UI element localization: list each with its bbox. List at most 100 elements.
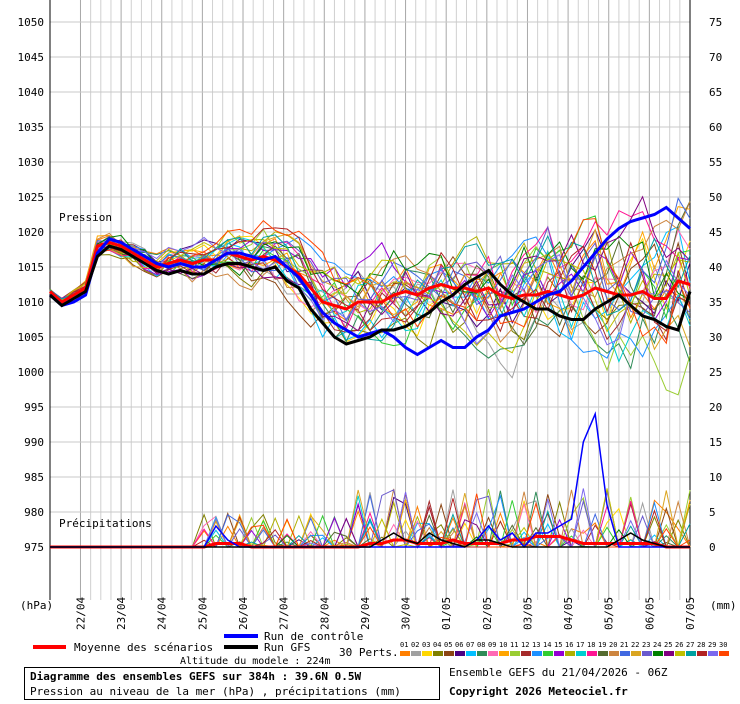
perturbation-id-label: 18 <box>587 641 595 649</box>
date-label: 02/05 <box>481 597 494 630</box>
perturbation-color-swatch <box>697 651 707 656</box>
date-label: 24/04 <box>156 597 169 630</box>
perturbation-color-swatch <box>543 651 553 656</box>
pressure-tick-label: 1045 <box>18 51 45 64</box>
pressure-axis-label: (hPa) <box>20 599 53 612</box>
perturbation-color-swatch <box>510 651 520 656</box>
precip-tick-label: 5 <box>709 506 716 519</box>
precipitations-label: Précipitations <box>59 517 152 530</box>
perturbation-id-label: 09 <box>488 641 496 649</box>
perturbation-color-swatch <box>631 651 641 656</box>
altitude-label: Altitude du modele : 224m <box>180 656 331 667</box>
precip-tick-label: 25 <box>709 366 722 379</box>
precip-tick-label: 75 <box>709 16 722 29</box>
perturbation-id-label: 11 <box>510 641 518 649</box>
footer-subtitle: Pression au niveau de la mer (hPa) , pré… <box>30 685 401 698</box>
date-label: 05/05 <box>603 597 616 630</box>
perturbation-id-label: 14 <box>543 641 551 649</box>
legend-gfs-label: Run GFS <box>264 641 310 654</box>
perturbation-color-swatch <box>477 651 487 656</box>
pressure-tick-label: 980 <box>24 506 44 519</box>
perturbation-color-swatch <box>565 651 575 656</box>
footer-title-box: Diagramme des ensembles GEFS sur 384h : … <box>24 667 440 700</box>
perturbation-color-swatch <box>422 651 432 656</box>
perturbation-id-label: 24 <box>653 641 661 649</box>
perturbation-id-label: 17 <box>576 641 584 649</box>
date-label: 29/04 <box>359 597 372 630</box>
precip-tick-label: 60 <box>709 121 722 134</box>
perturbation-color-swatch <box>686 651 696 656</box>
perturbation-color-swatch <box>642 651 652 656</box>
perturbation-color-swatch <box>488 651 498 656</box>
perturbation-color-swatch <box>576 651 586 656</box>
precip-tick-label: 10 <box>709 471 722 484</box>
perturbation-id-label: 20 <box>609 641 617 649</box>
perturbation-id-label: 03 <box>422 641 430 649</box>
perturbation-id-label: 23 <box>642 641 650 649</box>
legend-mean-label: Moyenne des scénarios <box>74 641 213 654</box>
perturbation-color-swatch <box>532 651 542 656</box>
precip-tick-label: 0 <box>709 541 716 554</box>
copyright: Copyright 2026 Meteociel.fr <box>449 685 628 698</box>
perturbation-color-swatch <box>400 651 410 656</box>
series-gfs-precip-line <box>50 532 690 548</box>
date-label: 30/04 <box>400 597 413 630</box>
legend-perts-label: 30 Perts. <box>339 646 399 659</box>
date-label: 25/04 <box>196 597 209 630</box>
perturbation-color-swatch <box>719 651 729 656</box>
precip-tick-label: 50 <box>709 191 722 204</box>
perturbation-id-label: 15 <box>554 641 562 649</box>
date-label: 23/04 <box>115 597 128 630</box>
perturbation-id-label: 06 <box>455 641 463 649</box>
perturbation-color-swatch <box>433 651 443 656</box>
footer-title: Diagramme des ensembles GEFS sur 384h : … <box>30 670 362 683</box>
pressure-tick-label: 1050 <box>18 16 45 29</box>
perturbation-id-label: 19 <box>598 641 606 649</box>
date-label: 26/04 <box>237 597 250 630</box>
precip-tick-label: 35 <box>709 296 722 309</box>
pressure-tick-label: 1020 <box>18 226 45 239</box>
date-label: 06/05 <box>643 597 656 630</box>
perturbation-color-swatch <box>609 651 619 656</box>
date-label: 03/05 <box>521 597 534 630</box>
perturbation-pressure-line <box>49 236 691 346</box>
perturbation-color-swatch <box>587 651 597 656</box>
perturbation-id-label: 21 <box>620 641 628 649</box>
date-label: 27/04 <box>278 597 291 630</box>
perturbation-id-label: 02 <box>411 641 419 649</box>
perturbation-id-label: 16 <box>565 641 573 649</box>
pressure-tick-label: 1005 <box>18 331 45 344</box>
perturbation-id-label: 28 <box>697 641 705 649</box>
precip-tick-label: 20 <box>709 401 722 414</box>
perturbation-color-swatch <box>411 651 421 656</box>
date-label: 07/05 <box>684 597 697 630</box>
precip-tick-label: 65 <box>709 86 722 99</box>
perturbation-id-label: 30 <box>719 641 727 649</box>
perturbation-color-swatch <box>444 651 454 656</box>
perturbation-color-swatch <box>653 651 663 656</box>
date-label: 28/04 <box>318 597 331 630</box>
precip-tick-label: 45 <box>709 226 722 239</box>
pressure-tick-label: 1010 <box>18 296 45 309</box>
perturbation-color-swatch <box>708 651 718 656</box>
perturbation-color-swatch <box>455 651 465 656</box>
date-label: 22/04 <box>74 597 87 630</box>
perturbation-pressure-line <box>49 235 691 322</box>
perturbation-id-label: 08 <box>477 641 485 649</box>
perturbation-id-label: 05 <box>444 641 452 649</box>
perturbation-color-swatch <box>675 651 685 656</box>
perturbation-color-swatch <box>598 651 608 656</box>
pressure-tick-label: 975 <box>24 541 44 554</box>
run-info: Ensemble GEFS du 21/04/2026 - 06Z <box>449 666 668 679</box>
perturbation-id-label: 26 <box>675 641 683 649</box>
pressure-tick-label: 1030 <box>18 156 45 169</box>
perturbation-color-swatch <box>521 651 531 656</box>
series-control-pressure-line <box>49 205 691 357</box>
series-mean-pressure-line <box>49 240 691 311</box>
pressure-tick-label: 1000 <box>18 366 45 379</box>
perturbation-id-label: 04 <box>433 641 441 649</box>
perturbation-color-swatch <box>554 651 564 656</box>
pressure-tick-label: 1035 <box>18 121 45 134</box>
perturbation-color-swatch <box>664 651 674 656</box>
